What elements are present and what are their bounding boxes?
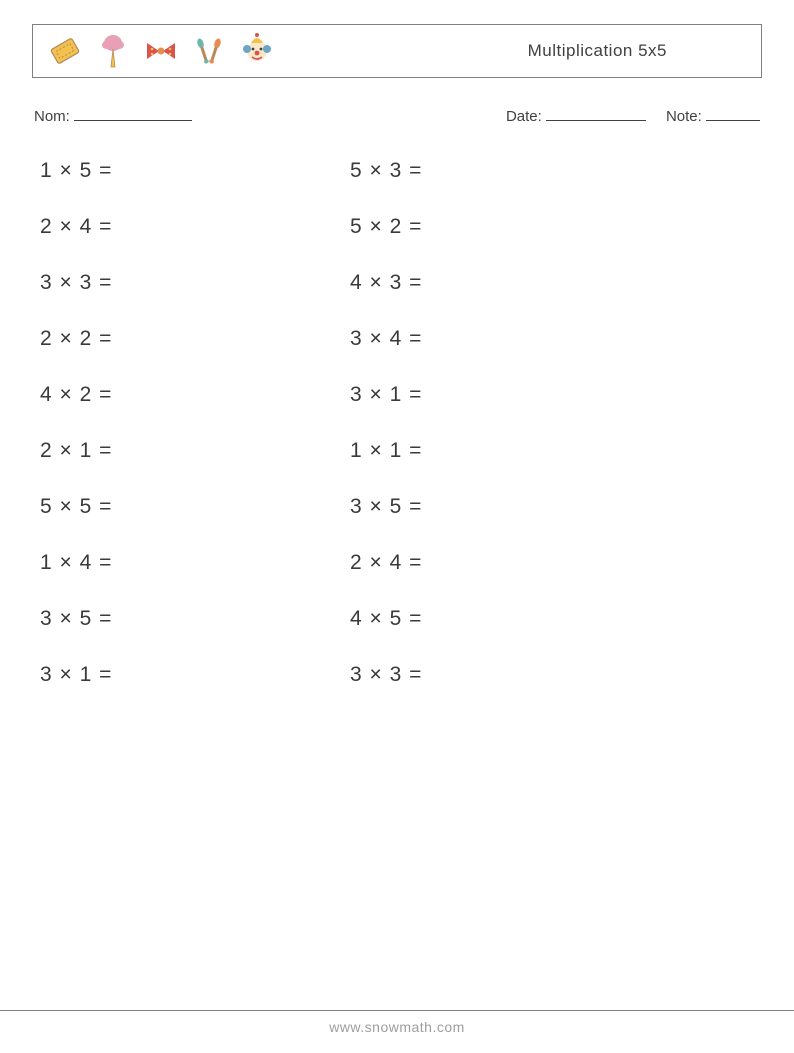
problem-cell: 4 × 3 = <box>350 271 650 295</box>
problem-cell: 1 × 4 = <box>40 551 340 575</box>
problem-cell: 2 × 2 = <box>40 327 340 351</box>
problem-cell: 5 × 2 = <box>350 215 650 239</box>
juggling-pins-icon <box>191 31 227 71</box>
note-blank[interactable] <box>706 104 760 121</box>
name-label: Nom: <box>34 108 70 125</box>
date-field: Date: <box>506 104 646 125</box>
name-field: Nom: <box>34 104 192 125</box>
problem-cell: 1 × 1 = <box>350 439 650 463</box>
date-blank[interactable] <box>546 104 646 121</box>
footer: www.snowmath.com <box>0 1010 794 1035</box>
problem-cell: 3 × 4 = <box>350 327 650 351</box>
bowtie-icon <box>143 31 179 71</box>
problem-cell: 4 × 2 = <box>40 383 340 407</box>
problem-cell: 3 × 5 = <box>40 607 340 631</box>
problem-cell: 3 × 3 = <box>40 271 340 295</box>
clown-icon <box>239 31 275 71</box>
problem-cell: 3 × 1 = <box>40 663 340 687</box>
problem-cell: 2 × 4 = <box>40 215 340 239</box>
problem-cell: 2 × 1 = <box>40 439 340 463</box>
name-blank[interactable] <box>74 104 192 121</box>
worksheet-page: Multiplication 5x5 Nom: Date: Note: 1 × … <box>0 0 794 1053</box>
problem-cell: 2 × 4 = <box>350 551 650 575</box>
problem-cell: 5 × 3 = <box>350 159 650 183</box>
note-label: Note: <box>666 108 702 125</box>
worksheet-title: Multiplication 5x5 <box>528 41 747 61</box>
note-field: Note: <box>666 104 760 125</box>
problem-cell: 1 × 5 = <box>40 159 340 183</box>
info-row: Nom: Date: Note: <box>32 104 762 125</box>
problem-cell: 5 × 5 = <box>40 495 340 519</box>
footer-text: www.snowmath.com <box>329 1019 465 1035</box>
ticket-icon <box>47 31 83 71</box>
problems-grid: 1 × 5 = 5 × 3 = 2 × 4 = 5 × 2 = 3 × 3 = 4 × 3… <box>32 159 762 687</box>
header-icon-strip <box>47 31 275 71</box>
date-note-group: Date: Note: <box>506 104 760 125</box>
problem-cell: 3 × 5 = <box>350 495 650 519</box>
problem-cell: 3 × 3 = <box>350 663 650 687</box>
cotton-candy-icon <box>95 31 131 71</box>
problem-cell: 4 × 5 = <box>350 607 650 631</box>
header-box: Multiplication 5x5 <box>32 24 762 78</box>
date-label: Date: <box>506 108 542 125</box>
problem-cell: 3 × 1 = <box>350 383 650 407</box>
